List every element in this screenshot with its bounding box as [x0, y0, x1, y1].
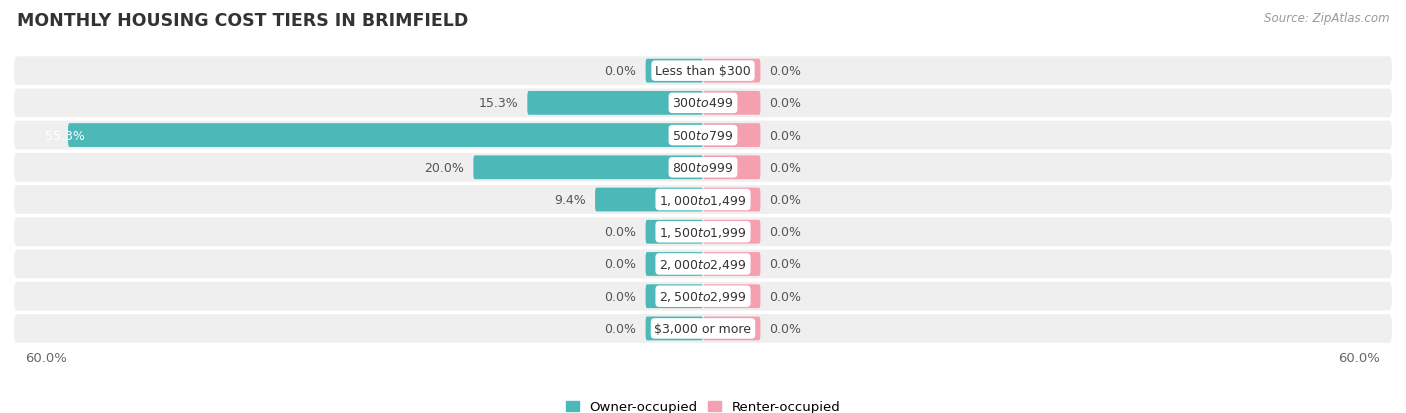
- Text: $800 to $999: $800 to $999: [672, 161, 734, 174]
- Text: 0.0%: 0.0%: [769, 226, 801, 239]
- Text: 0.0%: 0.0%: [605, 290, 637, 303]
- FancyBboxPatch shape: [645, 317, 703, 340]
- FancyBboxPatch shape: [14, 186, 1392, 214]
- Text: 0.0%: 0.0%: [605, 65, 637, 78]
- Text: 0.0%: 0.0%: [769, 161, 801, 174]
- FancyBboxPatch shape: [703, 188, 761, 212]
- Text: MONTHLY HOUSING COST TIERS IN BRIMFIELD: MONTHLY HOUSING COST TIERS IN BRIMFIELD: [17, 12, 468, 30]
- Text: 0.0%: 0.0%: [769, 322, 801, 335]
- Legend: Owner-occupied, Renter-occupied: Owner-occupied, Renter-occupied: [565, 400, 841, 413]
- FancyBboxPatch shape: [703, 124, 761, 147]
- FancyBboxPatch shape: [703, 252, 761, 276]
- FancyBboxPatch shape: [14, 89, 1392, 118]
- Text: 55.3%: 55.3%: [45, 129, 86, 142]
- FancyBboxPatch shape: [703, 220, 761, 244]
- Text: 0.0%: 0.0%: [769, 290, 801, 303]
- Text: Source: ZipAtlas.com: Source: ZipAtlas.com: [1264, 12, 1389, 25]
- Text: $2,000 to $2,499: $2,000 to $2,499: [659, 257, 747, 271]
- FancyBboxPatch shape: [474, 156, 703, 180]
- Text: $3,000 or more: $3,000 or more: [655, 322, 751, 335]
- FancyBboxPatch shape: [14, 218, 1392, 247]
- Text: 0.0%: 0.0%: [769, 194, 801, 206]
- FancyBboxPatch shape: [645, 59, 703, 83]
- Text: 0.0%: 0.0%: [769, 65, 801, 78]
- FancyBboxPatch shape: [645, 285, 703, 309]
- Text: 0.0%: 0.0%: [769, 129, 801, 142]
- Text: $2,500 to $2,999: $2,500 to $2,999: [659, 290, 747, 304]
- FancyBboxPatch shape: [703, 92, 761, 116]
- FancyBboxPatch shape: [14, 282, 1392, 311]
- FancyBboxPatch shape: [703, 285, 761, 309]
- Text: $300 to $499: $300 to $499: [672, 97, 734, 110]
- FancyBboxPatch shape: [703, 317, 761, 340]
- Text: 60.0%: 60.0%: [25, 351, 67, 364]
- Text: 0.0%: 0.0%: [605, 226, 637, 239]
- FancyBboxPatch shape: [527, 92, 703, 116]
- FancyBboxPatch shape: [645, 220, 703, 244]
- FancyBboxPatch shape: [14, 121, 1392, 150]
- Text: Less than $300: Less than $300: [655, 65, 751, 78]
- Text: 0.0%: 0.0%: [605, 322, 637, 335]
- Text: 9.4%: 9.4%: [554, 194, 586, 206]
- FancyBboxPatch shape: [14, 57, 1392, 86]
- Text: $1,000 to $1,499: $1,000 to $1,499: [659, 193, 747, 207]
- Text: 0.0%: 0.0%: [769, 258, 801, 271]
- Text: 20.0%: 20.0%: [425, 161, 464, 174]
- FancyBboxPatch shape: [595, 188, 703, 212]
- FancyBboxPatch shape: [645, 252, 703, 276]
- Text: 15.3%: 15.3%: [478, 97, 519, 110]
- Text: 0.0%: 0.0%: [769, 97, 801, 110]
- Text: 0.0%: 0.0%: [605, 258, 637, 271]
- Text: $500 to $799: $500 to $799: [672, 129, 734, 142]
- FancyBboxPatch shape: [67, 124, 703, 147]
- FancyBboxPatch shape: [14, 250, 1392, 279]
- FancyBboxPatch shape: [14, 314, 1392, 343]
- Text: 60.0%: 60.0%: [1339, 351, 1381, 364]
- Text: $1,500 to $1,999: $1,500 to $1,999: [659, 225, 747, 239]
- FancyBboxPatch shape: [703, 156, 761, 180]
- FancyBboxPatch shape: [14, 154, 1392, 182]
- FancyBboxPatch shape: [703, 59, 761, 83]
